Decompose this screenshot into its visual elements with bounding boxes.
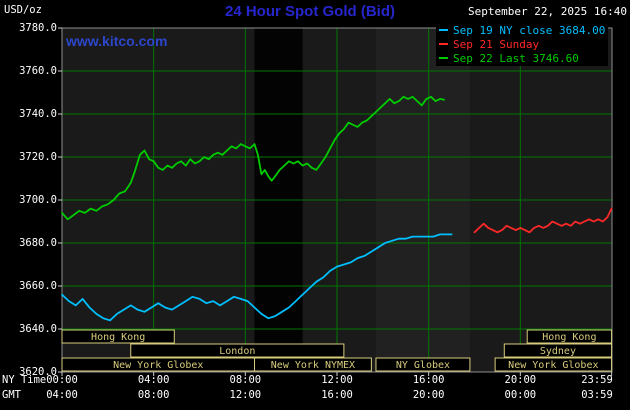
chart-datetime: September 22, 2025 16:40	[468, 5, 627, 18]
session-label: Hong Kong	[91, 332, 145, 343]
session-box	[526, 329, 613, 344]
chart-title: 24 Hour Spot Gold (Bid)	[225, 3, 395, 20]
session-box	[61, 329, 175, 344]
session-label: New York Globex	[508, 360, 598, 371]
session-label: Sydney	[540, 346, 576, 357]
session-box	[503, 343, 613, 358]
legend-color-dash	[439, 57, 448, 59]
y-axis-unit-label: USD/oz	[4, 4, 42, 16]
kitco-watermark-link[interactable]: www.kitco.com	[66, 33, 168, 49]
legend-item: Sep 21 Sunday	[439, 37, 605, 51]
session-box	[494, 357, 613, 372]
legend-label: Sep 22 Last 3746.60	[453, 51, 579, 65]
session-box	[375, 357, 471, 372]
price-line	[473, 207, 613, 234]
session-label: London	[219, 346, 255, 357]
session-label: Hong Kong	[542, 332, 596, 343]
legend-item: Sep 19 NY close 3684.00	[439, 23, 605, 37]
session-label: New York Globex	[113, 360, 203, 371]
session-label: NY Globex	[396, 360, 450, 371]
session-label: New York NYMEX	[271, 360, 355, 371]
session-box	[130, 343, 345, 358]
price-line	[61, 233, 453, 322]
price-line	[61, 95, 445, 221]
legend: Sep 19 NY close 3684.00 Sep 21 Sunday Sep …	[436, 22, 609, 66]
legend-color-dash	[439, 29, 448, 31]
legend-label: Sep 21 Sunday	[453, 37, 540, 51]
legend-label: Sep 19 NY close 3684.00	[453, 23, 606, 37]
legend-color-dash	[439, 43, 448, 45]
legend-item: Sep 22 Last 3746.60	[439, 51, 605, 65]
session-box	[254, 357, 372, 372]
